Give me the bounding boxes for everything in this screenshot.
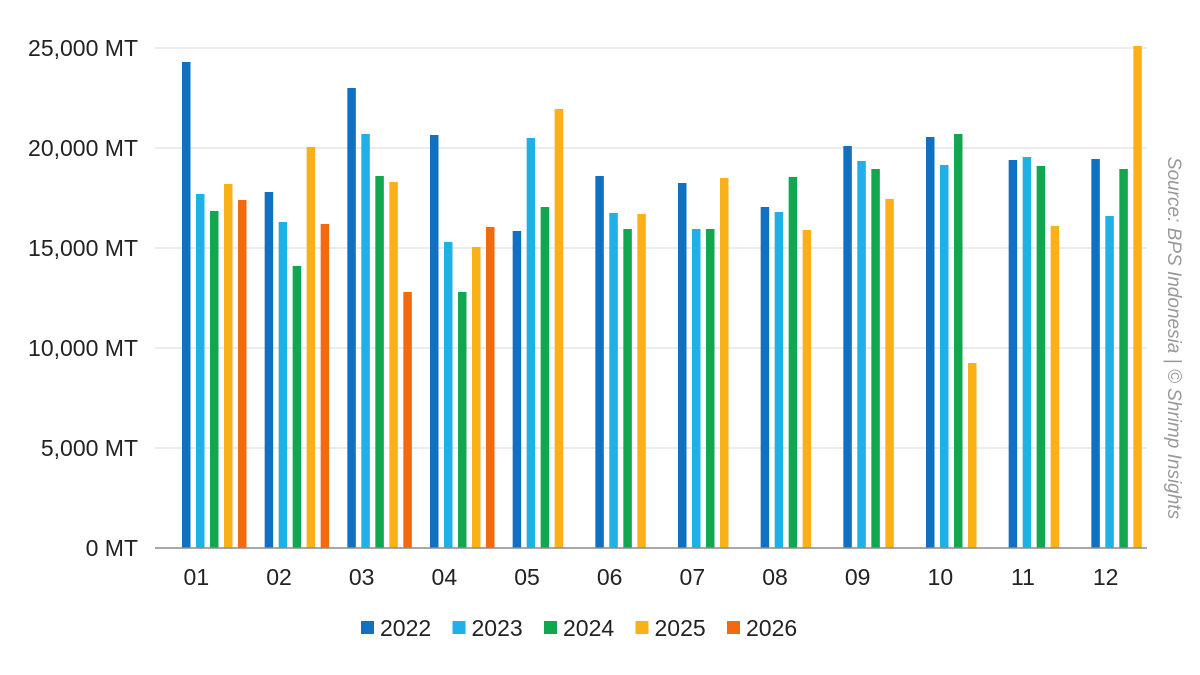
source-note: Source: BPS Indonesia | © Shrimp Insight… xyxy=(1163,157,1184,520)
bars xyxy=(182,46,1142,548)
legend-item-2025: 2025 xyxy=(635,615,706,641)
bar-2025-11 xyxy=(1050,226,1060,548)
bar-2025-01 xyxy=(224,184,233,548)
legend-label: 2022 xyxy=(380,615,431,641)
x-tick-label: 03 xyxy=(349,564,375,590)
bar-2022-05 xyxy=(512,231,522,548)
bar-2024-08 xyxy=(788,177,798,548)
legend-swatch xyxy=(361,621,374,634)
x-axis-tick-labels: 01 02 03 04 05 06 07 08 09 10 11 12 xyxy=(184,564,1119,590)
x-tick-label: 12 xyxy=(1093,564,1119,590)
bar-2025-06 xyxy=(637,214,646,548)
bar-2023-02 xyxy=(278,222,288,548)
bar-2025-10 xyxy=(968,363,977,548)
bar-2023-12 xyxy=(1105,216,1114,548)
bar-2023-01 xyxy=(196,194,205,548)
bar-2024-03 xyxy=(375,176,384,548)
bar-2024-02 xyxy=(292,266,302,548)
bar-2024-09 xyxy=(871,169,880,548)
x-tick-label: 07 xyxy=(680,564,706,590)
legend: 2022 2023 2024 2025 2026 xyxy=(361,615,797,641)
x-tick-label: 05 xyxy=(514,564,540,590)
bar-2026-03 xyxy=(403,292,412,548)
bar-2022-11 xyxy=(1008,160,1018,548)
y-tick-label: 15,000 MT xyxy=(28,235,138,261)
bar-2023-05 xyxy=(526,138,536,548)
bar-2025-09 xyxy=(885,199,894,548)
bar-2022-06 xyxy=(595,176,604,548)
legend-label: 2023 xyxy=(472,615,523,641)
bar-2023-10 xyxy=(940,165,949,548)
bar-2024-06 xyxy=(623,229,632,548)
bar-2023-09 xyxy=(857,161,866,548)
y-tick-label: 20,000 MT xyxy=(28,135,138,161)
x-tick-label: 09 xyxy=(845,564,871,590)
legend-label: 2026 xyxy=(746,615,797,641)
bar-2022-10 xyxy=(926,137,935,548)
x-tick-label: 01 xyxy=(184,564,210,590)
bar-2026-02 xyxy=(320,224,330,548)
bar-2026-01 xyxy=(238,200,247,548)
x-tick-label: 06 xyxy=(597,564,623,590)
bar-2025-04 xyxy=(472,247,481,548)
bar-2026-04 xyxy=(486,227,495,548)
bar-2022-07 xyxy=(678,183,687,548)
bar-2025-12 xyxy=(1133,46,1142,548)
bar-2025-03 xyxy=(389,182,398,548)
bar-2022-08 xyxy=(760,207,770,548)
bar-2022-03 xyxy=(347,88,356,548)
bar-2023-04 xyxy=(444,242,453,548)
bar-2023-08 xyxy=(774,212,784,548)
bar-2023-07 xyxy=(692,229,701,548)
legend-item-2026: 2026 xyxy=(727,615,797,641)
y-tick-label: 0 MT xyxy=(86,535,138,561)
legend-swatch xyxy=(544,621,557,634)
legend-swatch xyxy=(452,621,466,634)
bar-2024-12 xyxy=(1119,169,1128,548)
bar-2023-06 xyxy=(609,213,618,548)
legend-item-2023: 2023 xyxy=(452,615,523,641)
y-tick-label: 25,000 MT xyxy=(28,35,138,61)
bar-2025-07 xyxy=(720,178,729,548)
bar-2022-04 xyxy=(430,135,439,548)
bar-2024-11 xyxy=(1036,166,1046,548)
legend-label: 2025 xyxy=(655,615,706,641)
bar-2025-02 xyxy=(306,147,316,548)
bar-2024-04 xyxy=(458,292,467,548)
legend-label: 2024 xyxy=(563,615,614,641)
bar-2022-12 xyxy=(1091,159,1100,548)
legend-swatch xyxy=(727,621,740,634)
legend-swatch xyxy=(635,621,649,634)
x-tick-label: 08 xyxy=(762,564,788,590)
bar-2022-09 xyxy=(843,146,852,548)
x-tick-label: 02 xyxy=(266,564,292,590)
y-tick-label: 5,000 MT xyxy=(41,435,138,461)
bar-2023-03 xyxy=(361,134,370,548)
gridlines xyxy=(155,47,1147,449)
bar-2022-02 xyxy=(264,192,274,548)
bar-2022-01 xyxy=(182,62,191,548)
legend-item-2024: 2024 xyxy=(544,615,614,641)
legend-item-2022: 2022 xyxy=(361,615,431,641)
bar-2024-10 xyxy=(954,134,963,548)
y-tick-label: 10,000 MT xyxy=(28,335,138,361)
bar-2024-01 xyxy=(210,211,219,548)
bar-2025-08 xyxy=(802,230,812,548)
bar-2024-05 xyxy=(540,207,550,548)
x-tick-label: 10 xyxy=(928,564,954,590)
x-tick-label: 11 xyxy=(1011,564,1035,590)
x-tick-label: 04 xyxy=(432,564,458,590)
y-axis-tick-labels: 0 MT 5,000 MT 10,000 MT 15,000 MT 20,000 MT 2… xyxy=(28,35,138,561)
bar-2024-07 xyxy=(706,229,715,548)
bar-2025-05 xyxy=(554,109,564,548)
bar-2023-11 xyxy=(1022,157,1032,548)
